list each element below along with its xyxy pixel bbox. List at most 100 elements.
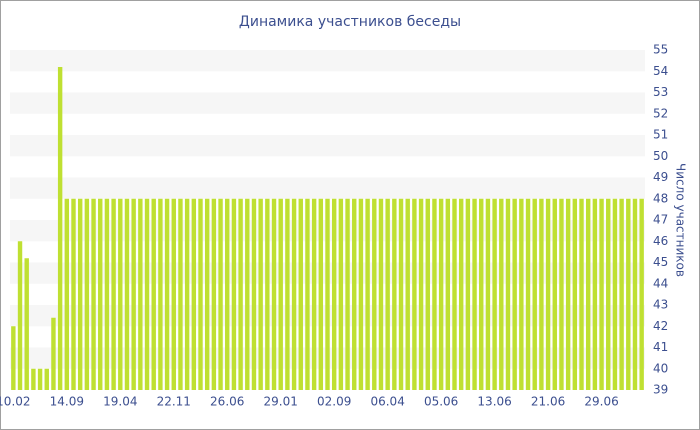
bar: [311, 198, 317, 390]
y-tick-label: 45: [653, 255, 668, 269]
bar: [378, 198, 384, 390]
x-tick-label: 22.11: [157, 395, 191, 409]
bar: [245, 198, 250, 390]
bar: [345, 198, 350, 390]
x-tick-label: 10.02: [0, 395, 31, 409]
bar: [211, 198, 217, 390]
bar: [472, 198, 477, 390]
bar: [358, 198, 364, 390]
bar: [432, 198, 437, 390]
y-tick-label: 48: [653, 191, 668, 205]
bar: [579, 198, 584, 390]
bar: [512, 198, 517, 390]
bar: [151, 198, 156, 390]
bar: [425, 198, 430, 390]
bar: [231, 198, 237, 390]
bar: [184, 198, 190, 390]
bar: [291, 198, 297, 390]
x-tick-label: 26.06: [210, 395, 244, 409]
bar: [285, 198, 290, 390]
y-tick-label: 44: [653, 276, 668, 290]
bar: [599, 198, 604, 390]
bar: [479, 198, 484, 390]
bar: [178, 198, 183, 390]
bar: [218, 198, 223, 390]
x-tick-label: 29.01: [264, 395, 298, 409]
bar: [298, 198, 303, 390]
bar: [485, 198, 491, 390]
bar: [204, 198, 210, 390]
y-tick-label: 46: [653, 234, 668, 248]
bar: [171, 198, 176, 390]
y-tick-label: 52: [653, 106, 668, 120]
bar: [418, 198, 424, 390]
bar: [499, 198, 504, 390]
grid-band: [10, 135, 645, 157]
bar: [385, 198, 390, 390]
y-tick-label: 49: [653, 170, 668, 184]
bar: [158, 198, 163, 390]
bar: [17, 241, 23, 390]
bar: [225, 198, 230, 390]
bar: [585, 198, 591, 390]
bar: [532, 198, 537, 390]
y-tick-label: 50: [653, 149, 668, 163]
grid-band: [10, 177, 645, 199]
y-tick-label: 43: [653, 298, 668, 312]
bar: [572, 198, 578, 390]
y-tick-label: 54: [653, 64, 668, 78]
y-axis-label: Число участников: [674, 163, 688, 277]
bar: [124, 198, 130, 390]
bar: [619, 198, 624, 390]
bar: [452, 198, 457, 390]
bar: [438, 198, 444, 390]
bar: [545, 198, 551, 390]
x-tick-label: 13.06: [477, 395, 511, 409]
grid-band: [10, 50, 645, 72]
bar: [565, 198, 571, 390]
bar: [525, 198, 531, 390]
bar: [258, 198, 263, 390]
bar: [11, 326, 16, 390]
bar: [71, 198, 76, 390]
bar: [492, 198, 497, 390]
bar: [31, 368, 36, 390]
bar: [111, 198, 116, 390]
y-tick-label: 41: [653, 340, 668, 354]
grid-band: [10, 92, 645, 114]
bar: [338, 198, 344, 390]
x-tick-label: 06.04: [370, 395, 404, 409]
bar: [592, 198, 598, 390]
bar: [305, 198, 310, 390]
bar: [552, 198, 557, 390]
y-tick-label: 55: [653, 43, 668, 57]
x-tick-label: 02.09: [317, 395, 351, 409]
bar: [91, 198, 96, 390]
bar: [138, 198, 143, 390]
bar: [331, 198, 337, 390]
bar: [539, 198, 544, 390]
bar: [64, 198, 70, 390]
bar: [278, 198, 283, 390]
bar: [632, 198, 638, 390]
y-tick-label: 53: [653, 85, 668, 99]
bar: [144, 198, 150, 390]
bar: [24, 258, 29, 390]
bar: [325, 198, 330, 390]
bar: [606, 198, 611, 390]
bar: [372, 198, 377, 390]
bar: [465, 198, 471, 390]
x-tick-label: 14.09: [50, 395, 84, 409]
bar: [445, 198, 451, 390]
bar: [57, 67, 63, 390]
x-tick-label: 05.06: [424, 395, 458, 409]
bar: [639, 198, 644, 390]
bar: [84, 198, 90, 390]
y-tick-label: 51: [653, 128, 668, 142]
bar: [265, 198, 270, 390]
bar: [44, 368, 49, 390]
bar: [412, 198, 417, 390]
bar: [131, 198, 136, 390]
bar: [519, 198, 524, 390]
